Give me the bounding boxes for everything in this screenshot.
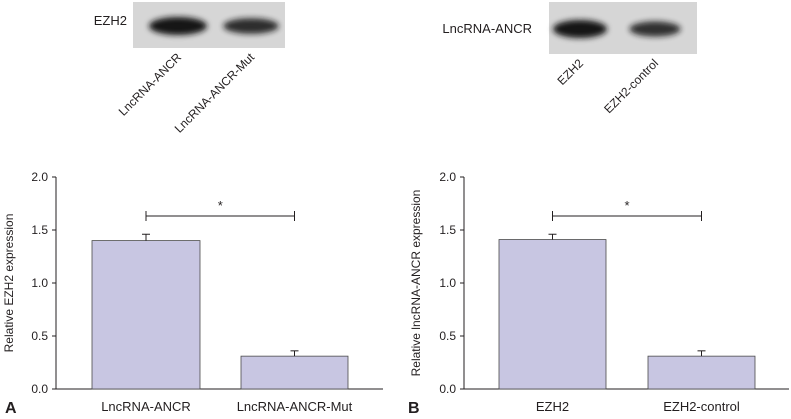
- y-tick-label: 1.5: [31, 223, 48, 237]
- blot-band: [553, 20, 607, 38]
- x-tick-label: LncRNA-ANCR: [101, 399, 191, 414]
- x-tick-label: LncRNA-ANCR-Mut: [237, 399, 353, 414]
- y-tick-label: 0.0: [31, 382, 48, 396]
- y-tick-label: 2.0: [439, 170, 456, 184]
- blot-band: [223, 18, 279, 34]
- y-tick-label: 0.5: [439, 329, 456, 343]
- x-tick-label: EZH2-control: [663, 399, 740, 414]
- y-tick-label: 0.5: [31, 329, 48, 343]
- blot-lane-label: LncRNA-ANCR: [116, 50, 185, 119]
- y-tick-label: 0.0: [439, 382, 456, 396]
- bar: [498, 239, 607, 390]
- bar: [647, 355, 756, 390]
- blot-lane-label: EZH2-control: [601, 56, 661, 116]
- y-tick-label: 1.0: [31, 276, 48, 290]
- bar: [91, 240, 201, 390]
- blot-band-label: LncRNA-ANCR: [442, 21, 532, 36]
- y-tick-label: 1.5: [439, 223, 456, 237]
- panel-label: A: [5, 400, 17, 417]
- panel-b: EZH2 EZH2-control LncRNA-ANCR 0.0 0.5 1.0 1.5 2…: [408, 2, 789, 417]
- y-axis-label: Relative lncRNA-ANCR expression: [409, 190, 423, 377]
- blot-lane-label: EZH2: [555, 56, 587, 88]
- blot-band-label: EZH2: [94, 13, 127, 28]
- y-tick-label: 1.0: [439, 276, 456, 290]
- panel-a: LncRNA-ANCRLncRNA-ANCR-MutEZH20.00.51.01…: [2, 2, 383, 417]
- bar: [240, 355, 349, 390]
- y-axis-label: Relative EZH2 expression: [2, 214, 16, 353]
- blot-band: [629, 21, 681, 37]
- blot-lane-label: LncRNA-ANCR-Mut: [172, 50, 258, 136]
- significance-star: *: [218, 198, 223, 213]
- blot-band: [149, 17, 207, 35]
- y-tick-label: 2.0: [31, 170, 48, 184]
- x-tick-label: EZH2: [536, 399, 569, 414]
- panel-label: B: [408, 400, 420, 417]
- significance-star: *: [624, 198, 629, 213]
